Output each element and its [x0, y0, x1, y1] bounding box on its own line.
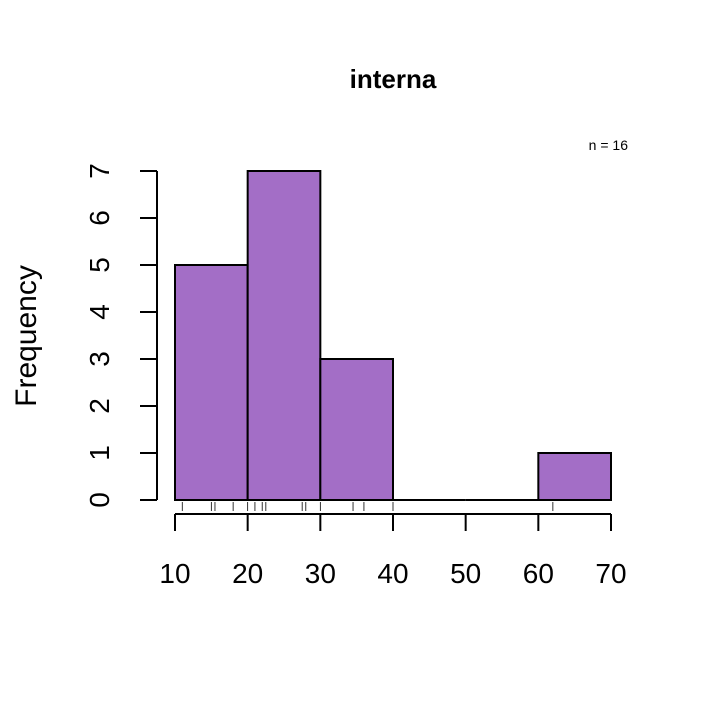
y-tick-label: 2	[84, 398, 115, 414]
x-tick-label: 40	[377, 558, 408, 589]
x-tick-label: 30	[305, 558, 336, 589]
x-tick-label: 50	[450, 558, 481, 589]
x-tick-label: 70	[595, 558, 626, 589]
sample-size-note: n = 16	[589, 137, 629, 153]
x-tick-label: 10	[159, 558, 190, 589]
y-tick-label: 5	[84, 257, 115, 273]
y-tick-label: 1	[84, 445, 115, 461]
y-tick-label: 0	[84, 492, 115, 508]
bars-group	[174, 170, 612, 501]
y-tick-label: 3	[84, 351, 115, 367]
y-tick-label: 6	[84, 210, 115, 226]
chart-title: interna	[350, 64, 437, 94]
histogram-bar	[319, 358, 395, 501]
y-axis: 0 1 2 3 4 5 6 7	[84, 163, 158, 508]
x-axis: 10 20 30 40 50 60 70	[159, 513, 627, 589]
x-tick-label: 20	[232, 558, 263, 589]
histogram-bar	[174, 264, 249, 501]
y-axis-label: Frequency	[10, 265, 43, 407]
y-tick-label: 7	[84, 163, 115, 179]
histogram-bar	[246, 170, 322, 501]
y-tick-label: 4	[84, 304, 115, 320]
rug-group	[181, 502, 554, 511]
histogram-bar	[537, 452, 612, 501]
x-tick-label: 60	[523, 558, 554, 589]
